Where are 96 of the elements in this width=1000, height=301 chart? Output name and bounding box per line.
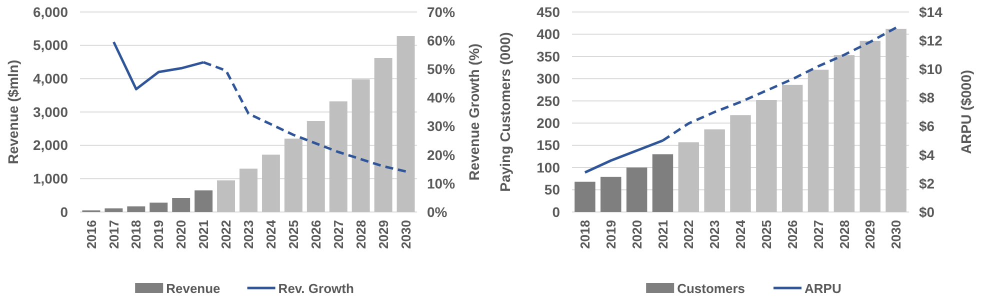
legend-label: Customers [677, 281, 746, 296]
y2-axis-title: Revenue Growth (%) [466, 44, 482, 180]
y2-tick-label: 10% [427, 175, 456, 192]
y2-tick-label: $12 [919, 32, 943, 48]
y2-tick-label: $2 [919, 175, 935, 192]
y2-tick-label: 60% [427, 32, 456, 48]
x-tick-label: 2029 [862, 220, 878, 249]
bar [678, 142, 700, 212]
bar [306, 121, 325, 212]
bar [704, 129, 725, 212]
bar [127, 206, 146, 212]
x-tick-label: 2019 [603, 220, 618, 249]
x-tick-label: 2023 [707, 220, 722, 249]
y2-tick-label: 0% [427, 204, 448, 220]
y2-tick-label: $10 [919, 61, 943, 78]
y2-tick-label: 70% [427, 4, 456, 20]
x-tick-label: 2027 [330, 220, 346, 249]
y2-tick-label: 30% [427, 118, 456, 134]
bar [886, 28, 906, 212]
x-tick-label: 2020 [629, 220, 644, 249]
bar [374, 58, 392, 212]
y2-tick-label: 20% [427, 146, 456, 163]
y-tick-label: 150 [536, 137, 560, 154]
bar [652, 154, 674, 212]
y-tick-label: 2,000 [32, 137, 68, 154]
x-tick-label: 2023 [241, 220, 256, 249]
x-tick-label: 2018 [128, 220, 144, 249]
y-tick-label: 50 [544, 182, 560, 198]
y-tick-label: 300 [536, 70, 560, 87]
bar [782, 84, 803, 212]
y2-axis-title: ARPU ($000) [958, 70, 974, 154]
x-tick-label: 2017 [106, 220, 122, 249]
x-tick-label: 2025 [758, 220, 774, 249]
y-tick-label: 0 [60, 204, 68, 220]
x-tick-label: 2026 [308, 220, 324, 249]
bar [240, 168, 258, 212]
x-tick-label: 2024 [733, 219, 748, 249]
legend-label: Rev. Growth [278, 281, 354, 296]
y-tick-label: 350 [536, 48, 560, 64]
x-tick-label: 2016 [84, 220, 99, 249]
y2-tick-label: 50% [427, 61, 456, 78]
bar [396, 36, 415, 212]
bar [262, 154, 280, 212]
y-axis-title: Paying Customers (000) [497, 32, 513, 192]
y2-tick-label: $6 [919, 118, 935, 134]
y-axis-title: Revenue ($mln) [5, 60, 21, 164]
y2-tick-label: $0 [919, 204, 935, 220]
y-tick-label: 400 [536, 26, 560, 42]
y-tick-label: 1,000 [32, 170, 68, 187]
y-tick-label: 450 [536, 4, 560, 20]
y-tick-label: 200 [536, 115, 560, 132]
bar [860, 40, 880, 212]
bar [172, 198, 190, 212]
x-tick-label: 2030 [888, 220, 904, 249]
bar [834, 55, 855, 212]
y2-tick-label: 40% [427, 90, 456, 106]
x-tick-label: 2024 [264, 219, 279, 249]
bar [284, 138, 302, 212]
x-tick-label: 2022 [218, 220, 234, 249]
x-tick-label: 2027 [810, 220, 826, 249]
bar [150, 202, 168, 212]
bar [104, 208, 123, 212]
bar [574, 182, 596, 212]
y-tick-label: 250 [536, 92, 560, 109]
x-tick-label: 2021 [655, 220, 670, 249]
y2-tick-label: $14 [919, 4, 943, 20]
bar [352, 79, 370, 212]
legend-label: ARPU [804, 281, 842, 296]
y2-tick-label: $4 [919, 146, 935, 163]
x-tick-label: 2018 [578, 220, 593, 249]
y-tick-label: 4,000 [32, 70, 68, 87]
x-tick-label: 2025 [286, 220, 301, 249]
bar [626, 168, 648, 212]
y-tick-label: 6,000 [32, 4, 68, 20]
x-tick-label: 2019 [151, 220, 166, 249]
x-tick-label: 2028 [836, 220, 852, 249]
y-tick-label: 5,000 [32, 37, 68, 54]
y-tick-label: 3,000 [32, 104, 68, 120]
bar [730, 115, 751, 212]
y-tick-label: 0 [552, 204, 560, 220]
bar [808, 70, 829, 212]
bar [217, 180, 236, 212]
x-tick-label: 2022 [681, 220, 696, 249]
bar [600, 176, 622, 212]
x-tick-label: 2028 [353, 220, 368, 249]
x-tick-label: 2026 [784, 220, 800, 249]
x-tick-label: 2021 [196, 220, 212, 249]
bar [329, 101, 348, 212]
y2-tick-label: $8 [919, 90, 935, 106]
bar [194, 190, 213, 212]
y-tick-label: 100 [536, 159, 560, 176]
x-tick-label: 2029 [376, 220, 391, 249]
legend-label: Revenue [166, 281, 220, 296]
x-tick-label: 2030 [398, 220, 414, 249]
x-tick-label: 2020 [174, 220, 189, 249]
bar [756, 100, 777, 212]
